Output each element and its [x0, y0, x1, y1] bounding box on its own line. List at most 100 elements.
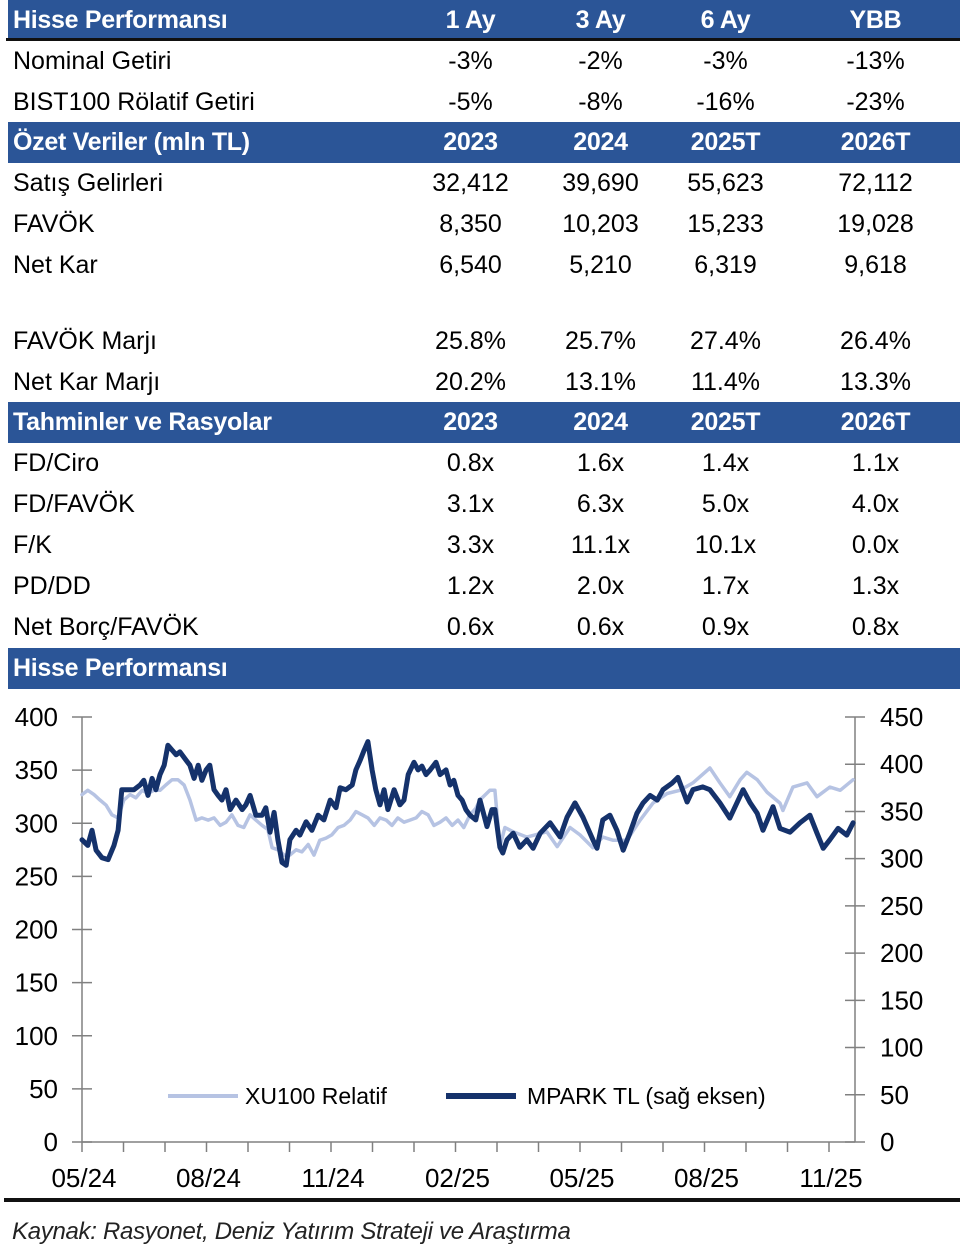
- y-left-tick-label: 300: [15, 808, 58, 838]
- cell-value: 72,112: [838, 169, 913, 197]
- y-left-tick-label: 100: [15, 1021, 58, 1051]
- performance-header-label: Hisse Performansı: [13, 6, 228, 34]
- series-line-xu100: [80, 766, 855, 857]
- ratios-header-row: Tahminler ve Rasyolar 2023 2024 2025T 20…: [8, 402, 960, 443]
- y-left-tick-label: 200: [15, 915, 58, 945]
- cell-value: -23%: [846, 88, 905, 116]
- cell-value: 32,412: [432, 169, 509, 197]
- table-row: FD/Ciro 0.8x 1.6x 1.4x 1.1x: [8, 443, 960, 484]
- chart-axes: 0 50 100 150 200 250 300 350 400 0 50 100 150 200 250 3…: [15, 702, 924, 1193]
- legend-label-mpark: MPARK TL (sağ eksen): [527, 1083, 766, 1109]
- row-label: BIST100 Rölatif Getiri: [13, 88, 255, 116]
- y-left-tick-label: 350: [15, 755, 58, 785]
- table-row: F/K 3.3x 11.1x 10.1x 0.0x: [8, 525, 960, 566]
- x-tick-label: 02/25: [425, 1163, 490, 1193]
- performance-header-row: Hisse Performansı 1 Ay 3 Ay 6 Ay YBB: [8, 0, 960, 41]
- table-row: Net Borç/FAVÖK 0.6x 0.6x 0.9x 0.8x: [8, 607, 960, 648]
- cell-value: -13%: [846, 47, 905, 75]
- performance-chart: 0 50 100 150 200 250 300 350 400 0 50 100 150 200 250 3…: [15, 702, 924, 1193]
- y-right-tick-label: 200: [880, 938, 923, 968]
- y-left-tick-label: 250: [15, 861, 58, 891]
- chart-series: [79, 739, 856, 868]
- row-label: FD/Ciro: [13, 449, 100, 477]
- cell-value: 15,233: [687, 210, 764, 238]
- cell-value: 13.1%: [565, 368, 636, 396]
- row-label: FAVÖK: [13, 210, 95, 238]
- cell-value: 6,319: [694, 251, 757, 279]
- y-right-tick-label: 0: [880, 1127, 894, 1157]
- col-header-2026t: 2026T: [840, 128, 911, 156]
- cell-value: 27.4%: [690, 327, 761, 355]
- cell-value: 5.0x: [701, 490, 750, 518]
- col-header-6ay: 6 Ay: [700, 6, 751, 34]
- cell-value: 20.2%: [435, 368, 506, 396]
- x-tick-label: 11/24: [301, 1163, 364, 1193]
- cell-value: 1.1x: [851, 449, 900, 477]
- cell-value: 0.6x: [576, 613, 625, 641]
- y-right-tick-label: 150: [880, 985, 923, 1015]
- cell-value: -8%: [578, 88, 623, 116]
- row-label: FD/FAVÖK: [13, 490, 135, 518]
- cell-value: 8,350: [439, 210, 502, 238]
- x-tick-label: 05/25: [549, 1163, 614, 1193]
- cell-value: 1.3x: [851, 572, 900, 600]
- y-right-tick-label: 450: [880, 702, 923, 732]
- chart-legend: XU100 Relatif MPARK TL (sağ eksen): [168, 1083, 766, 1109]
- chart-section-header: Hisse Performansı: [8, 648, 960, 689]
- cell-value: 2.0x: [576, 572, 625, 600]
- series-line-mpark: [79, 739, 856, 868]
- row-label: Net Kar: [13, 251, 98, 279]
- cell-value: 1.7x: [701, 572, 750, 600]
- col-header-3ay: 3 Ay: [575, 6, 626, 34]
- cell-value: 6.3x: [576, 490, 625, 518]
- summary-header-row: Özet Veriler (mln TL) 2023 2024 2025T 20…: [8, 122, 960, 163]
- cell-value: 25.8%: [435, 327, 506, 355]
- cell-value: 3.3x: [446, 531, 495, 559]
- y-left-tick-label: 0: [44, 1127, 58, 1157]
- cell-value: 0.6x: [446, 613, 495, 641]
- y-left-tick-label: 400: [15, 702, 58, 732]
- cell-value: 0.8x: [851, 613, 900, 641]
- cell-value: 4.0x: [851, 490, 900, 518]
- table-row: FAVÖK Marjı 25.8% 25.7% 27.4% 26.4%: [8, 321, 960, 362]
- chart-section-title: Hisse Performansı: [13, 654, 228, 682]
- legend-label-xu100: XU100 Relatif: [245, 1083, 388, 1109]
- cell-value: 25.7%: [565, 327, 636, 355]
- ratios-header-label: Tahminler ve Rasyolar: [13, 408, 272, 436]
- col-header-2026t: 2026T: [840, 408, 911, 436]
- y-right-tick-label: 400: [880, 749, 923, 779]
- row-label: Satış Gelirleri: [13, 169, 164, 197]
- cell-value: -16%: [696, 88, 755, 116]
- y-left-tick-label: 150: [15, 968, 58, 998]
- row-label: Net Kar Marjı: [13, 368, 161, 396]
- cell-value: 3.1x: [446, 490, 495, 518]
- cell-value: 1.6x: [576, 449, 625, 477]
- y-right-tick-label: 100: [880, 1033, 923, 1063]
- header-underline: [6, 38, 960, 41]
- col-header-2024: 2024: [573, 128, 628, 156]
- cell-value: 19,028: [837, 210, 914, 238]
- source-note: Kaynak: Rasyonet, Deniz Yatırım Strateji…: [12, 1218, 571, 1245]
- cell-value: 10.1x: [694, 531, 757, 559]
- y-right-tick-label: 350: [880, 796, 923, 826]
- col-header-ybb: YBB: [849, 6, 902, 34]
- row-label: Nominal Getiri: [13, 47, 172, 75]
- cell-value: 11.4%: [690, 368, 761, 396]
- cell-value: 5,210: [569, 251, 632, 279]
- col-header-2024: 2024: [573, 408, 628, 436]
- cell-value: 39,690: [562, 169, 639, 197]
- y-right-tick-label: 300: [880, 844, 923, 874]
- table-row: FAVÖK 8,350 10,203 15,233 19,028: [8, 204, 960, 245]
- row-label: Net Borç/FAVÖK: [13, 613, 199, 641]
- footer-divider: [4, 1198, 960, 1202]
- x-tick-label: 08/24: [176, 1163, 241, 1193]
- x-tick-label: 05/24: [51, 1163, 116, 1193]
- table-row: Nominal Getiri -3% -2% -3% -13%: [8, 41, 960, 82]
- table-row: Net Kar Marjı 20.2% 13.1% 11.4% 13.3%: [8, 362, 960, 403]
- x-tick-label: 08/25: [674, 1163, 739, 1193]
- cell-value: 0.9x: [701, 613, 750, 641]
- y-right-tick-label: 50: [880, 1080, 909, 1110]
- cell-value: 0.8x: [446, 449, 495, 477]
- summary-header-label: Özet Veriler (mln TL): [13, 128, 250, 156]
- table-row: FD/FAVÖK 3.1x 6.3x 5.0x 4.0x: [8, 484, 960, 525]
